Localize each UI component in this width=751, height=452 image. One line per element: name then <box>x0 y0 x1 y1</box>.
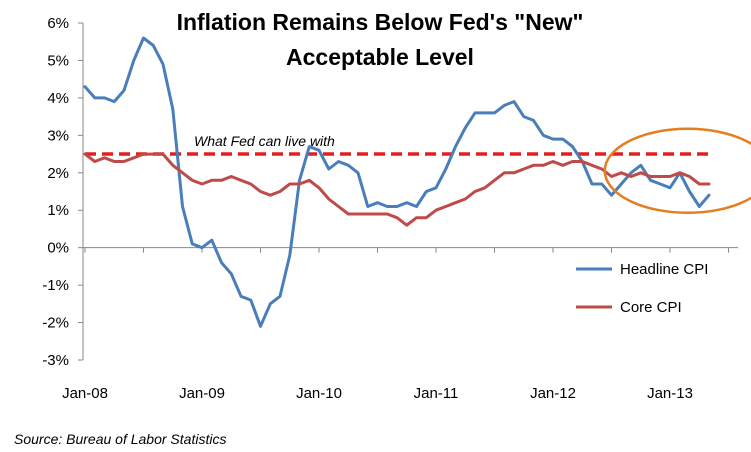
x-tick-label: Jan-10 <box>296 385 342 402</box>
x-tick-label: Jan-08 <box>62 385 108 402</box>
x-tick-label: Jan-12 <box>530 385 576 402</box>
y-tick-label: 4% <box>47 90 69 107</box>
chart-title-line-2: Acceptable Level <box>286 44 474 70</box>
y-tick-label: -1% <box>42 277 69 294</box>
y-tick-label: 2% <box>47 165 69 182</box>
y-tick-label: 5% <box>47 52 69 69</box>
x-tick-label: Jan-13 <box>647 385 693 402</box>
fed-target-label: What Fed can live with <box>194 133 335 149</box>
source-note: Source: Bureau of Labor Statistics <box>14 431 226 447</box>
x-tick-label: Jan-09 <box>179 385 225 402</box>
x-tick-label: Jan-11 <box>414 385 459 402</box>
y-tick-label: 0% <box>47 240 69 257</box>
y-tick-label: -2% <box>42 315 69 332</box>
x-axis-ticks: Jan-08 Jan-09 Jan-10 Jan-11 Jan-12 Jan-13 <box>62 247 729 402</box>
chart-title-line-1: Inflation Remains Below Fed's "New" <box>177 9 584 35</box>
y-tick-label: 3% <box>47 127 69 144</box>
y-tick-label: -3% <box>42 352 69 369</box>
legend-label-headline-cpi: Headline CPI <box>620 261 708 278</box>
headline-cpi-line <box>83 36 711 328</box>
y-tick-label: 6% <box>47 15 69 32</box>
y-tick-label: 1% <box>47 202 69 219</box>
y-axis-ticks: -3% -2% -1% 0% 1% 2% 3% 4% 5% 6% <box>42 15 83 369</box>
legend: Headline CPI Core CPI <box>576 261 708 316</box>
legend-label-core-cpi: Core CPI <box>620 299 682 316</box>
highlight-ellipse <box>603 127 751 215</box>
